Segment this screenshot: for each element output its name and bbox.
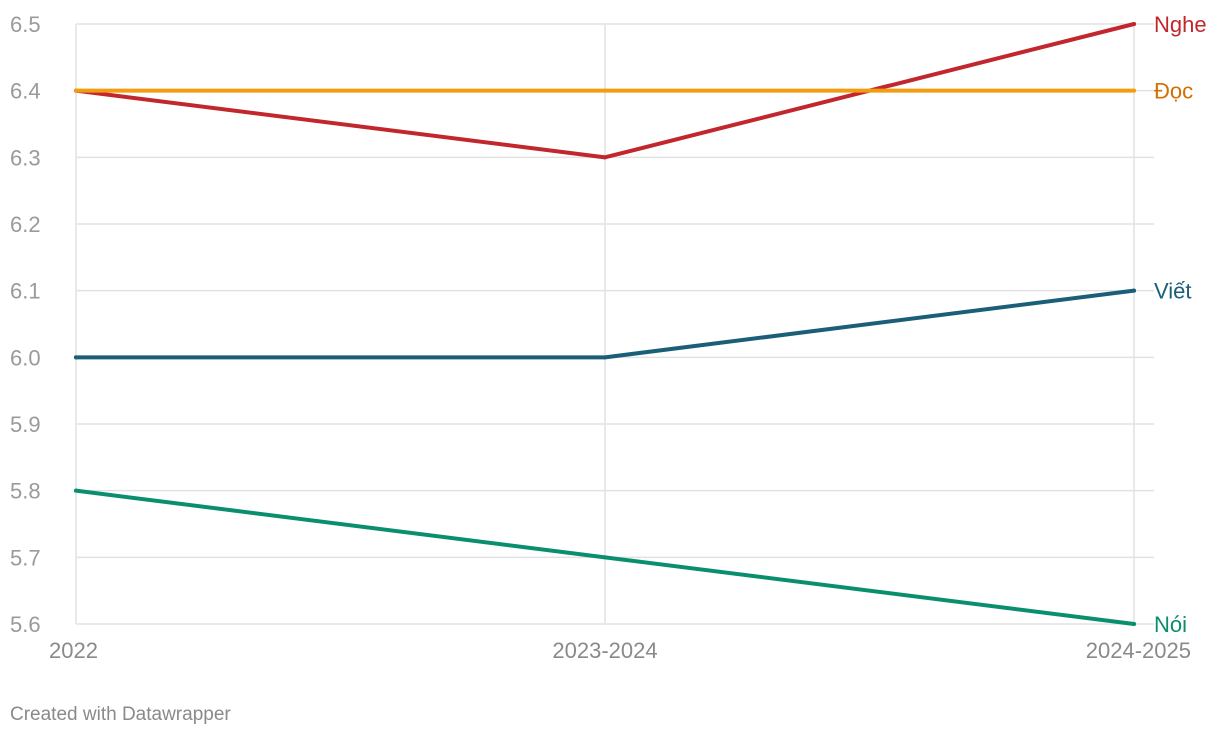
data-point bbox=[74, 488, 78, 493]
y-tick-label: 5.9 bbox=[10, 412, 41, 437]
y-tick-label: 5.7 bbox=[10, 545, 41, 570]
x-tick-label: 2022 bbox=[49, 638, 98, 663]
data-point bbox=[603, 355, 607, 360]
y-tick-label: 5.6 bbox=[10, 612, 41, 637]
data-point bbox=[603, 555, 607, 560]
credit-text: Created with Datawrapper bbox=[10, 704, 231, 725]
x-axis: 2022 2023-2024 2024-2025 bbox=[49, 638, 1191, 663]
y-tick-label: 6.1 bbox=[10, 279, 41, 304]
data-point bbox=[74, 88, 78, 93]
data-point bbox=[74, 355, 78, 360]
y-tick-label: 5.8 bbox=[10, 479, 41, 504]
data-point bbox=[603, 88, 607, 93]
series-label: Đọc bbox=[1154, 79, 1193, 104]
y-tick-label: 6.4 bbox=[10, 79, 41, 104]
series-label: Viết bbox=[1154, 279, 1192, 304]
data-point bbox=[1132, 288, 1136, 293]
series-lines bbox=[74, 22, 1136, 626]
y-tick-label: 6.3 bbox=[10, 145, 41, 170]
series-label: Nói bbox=[1154, 612, 1187, 637]
data-point bbox=[603, 155, 607, 160]
x-tick-label: 2023-2024 bbox=[552, 638, 657, 663]
series-label: Nghe bbox=[1154, 12, 1207, 37]
y-tick-label: 6.2 bbox=[10, 212, 41, 237]
y-axis: 6.5 6.4 6.3 6.2 6.1 6.0 5.9 5.8 5.7 5.6 bbox=[10, 12, 41, 637]
y-tick-label: 6.5 bbox=[10, 12, 41, 37]
series-labels: Nghe Đọc Viết Nói bbox=[1154, 12, 1207, 637]
line-chart: 6.5 6.4 6.3 6.2 6.1 6.0 5.9 5.8 5.7 5.6 2022 2023-… bbox=[10, 12, 1207, 663]
grid-lines bbox=[75, 23, 1154, 625]
data-point bbox=[1132, 622, 1136, 626]
x-tick-label: 2024-2025 bbox=[1086, 638, 1191, 663]
data-point bbox=[1132, 22, 1136, 26]
data-point bbox=[1132, 88, 1136, 93]
y-tick-label: 6.0 bbox=[10, 345, 41, 370]
